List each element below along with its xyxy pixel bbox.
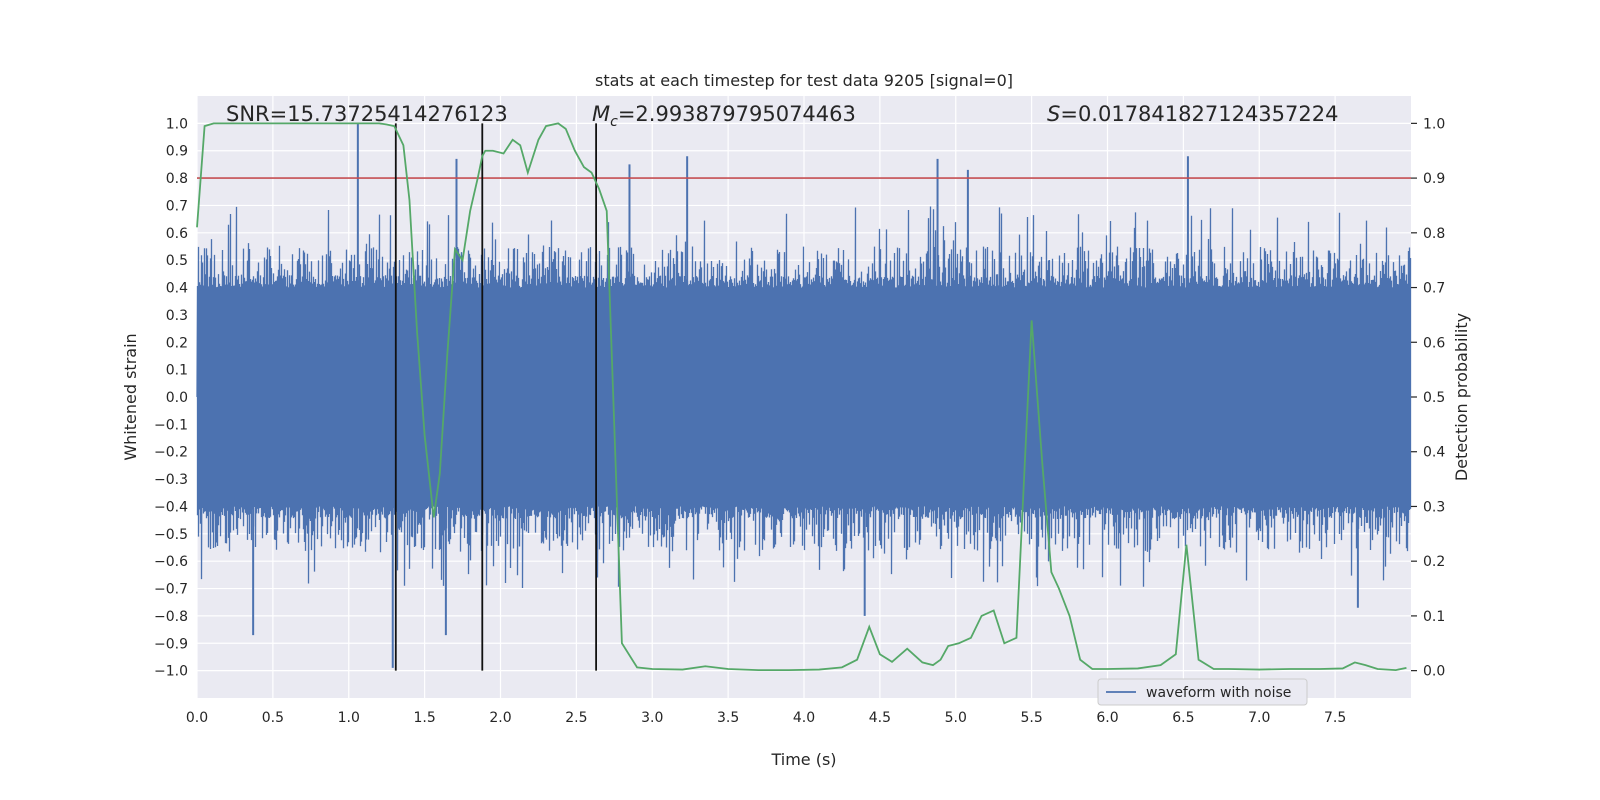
x-tick-label: 5.0	[945, 710, 967, 726]
s-symbol: S	[1047, 102, 1060, 126]
right-y-tick-label: 0.9	[1423, 171, 1445, 187]
snr-annotation: SNR=15.73725414276123	[226, 102, 508, 126]
right-y-tick-label: 0.2	[1423, 554, 1445, 570]
left-y-tick-label: 0.4	[166, 281, 188, 297]
left-y-tick-label: −0.7	[154, 582, 188, 598]
left-y-tick-label: −0.1	[154, 417, 188, 433]
right-y-tick-label: 0.8	[1423, 226, 1445, 242]
x-tick-label: 7.5	[1324, 710, 1346, 726]
left-y-tick-label: 0.3	[166, 308, 188, 324]
left-y-tick-label: −0.6	[154, 554, 188, 570]
right-y-tick-label: 0.3	[1423, 499, 1445, 515]
chirp-mass-annotation: Mc=2.993879795074463	[592, 102, 856, 130]
left-y-axis-label: Whitened strain	[121, 333, 140, 460]
left-y-tick-label: 0.5	[166, 253, 188, 269]
detection-probability-line	[196, 122, 1407, 671]
right-y-tick-label: 0.7	[1423, 281, 1445, 297]
right-y-tick-label: 1.0	[1423, 116, 1445, 132]
x-tick-label: 3.5	[717, 710, 739, 726]
right-y-axis-ticks: 1.0 0.9 0.8 0.7 0.6 0.5 0.4 0.3 0.2 0.1 0.0	[1411, 116, 1445, 680]
s-annotation: S=0.017841827124357224	[1047, 102, 1338, 126]
left-y-axis-ticks: 1.0 0.9 0.8 0.7 0.6 0.5 0.4 0.3 0.2 0.1 0.0 −0.1 −0.…	[154, 116, 188, 679]
left-y-tick-label: −0.3	[154, 472, 188, 488]
x-tick-label: 2.5	[565, 710, 587, 726]
right-y-tick-label: 0.0	[1423, 664, 1445, 680]
x-tick-label: 3.0	[641, 710, 663, 726]
x-tick-label: 4.5	[869, 710, 891, 726]
left-y-tick-label: 0.8	[166, 171, 188, 187]
x-tick-label: 7.0	[1248, 710, 1270, 726]
x-tick-label: 6.5	[1172, 710, 1194, 726]
x-tick-label: 6.0	[1096, 710, 1118, 726]
left-y-tick-label: −1.0	[154, 664, 188, 680]
right-y-tick-label: 0.6	[1423, 335, 1445, 351]
x-tick-label: 1.0	[338, 710, 360, 726]
legend-box	[1097, 678, 1308, 706]
right-y-axis-label: Detection probability	[1452, 313, 1471, 481]
x-tick-label: 4.0	[793, 710, 815, 726]
chirp-mass-subscript: c	[610, 114, 618, 130]
left-y-tick-label: 0.1	[166, 363, 188, 379]
left-y-tick-label: 0.2	[166, 335, 188, 351]
left-y-tick-label: −0.8	[154, 609, 188, 625]
chirp-mass-value: =2.993879795074463	[618, 102, 856, 126]
left-y-tick-label: 0.9	[166, 144, 188, 160]
left-y-tick-label: 1.0	[166, 116, 188, 132]
left-y-tick-label: −0.9	[154, 636, 188, 652]
x-tick-label: 2.0	[489, 710, 511, 726]
chirp-mass-symbol: M	[592, 102, 610, 126]
left-y-tick-label: −0.4	[154, 499, 188, 515]
marker-lines	[394, 123, 598, 671]
x-tick-label: 0.5	[262, 710, 284, 726]
legend: waveform with noise	[1097, 678, 1308, 706]
left-y-tick-label: 0.7	[166, 198, 188, 214]
left-y-tick-label: −0.2	[154, 445, 188, 461]
x-axis-label: Time (s)	[770, 750, 836, 769]
waveform-series	[196, 123, 1412, 668]
right-y-tick-label: 0.4	[1423, 445, 1445, 461]
waveform-dense-band	[197, 287, 1411, 507]
left-y-tick-label: 0.0	[166, 390, 188, 406]
x-tick-label: 5.5	[1020, 710, 1042, 726]
x-tick-label: 0.0	[186, 710, 208, 726]
right-y-tick-label: 0.5	[1423, 390, 1445, 406]
x-axis-ticks: 0.0 0.5 1.0 1.5 2.0 2.5 3.0 3.5 4.0 4.5 5.0 5.5 6.0 6…	[186, 710, 1346, 726]
left-y-tick-label: −0.5	[154, 527, 188, 543]
s-value: =0.017841827124357224	[1060, 102, 1338, 126]
chart-title: stats at each timestep for test data 920…	[595, 71, 1013, 90]
x-tick-label: 1.5	[413, 710, 435, 726]
right-y-tick-label: 0.1	[1423, 609, 1445, 625]
left-y-tick-label: 0.6	[166, 226, 188, 242]
legend-label: waveform with noise	[1146, 685, 1291, 701]
